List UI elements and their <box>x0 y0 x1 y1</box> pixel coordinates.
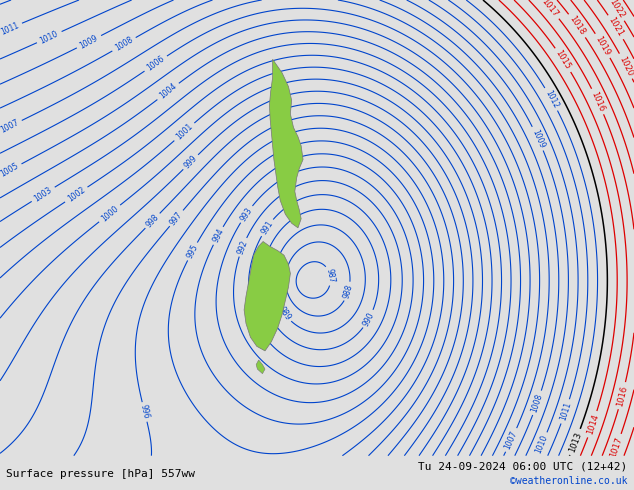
Text: 996: 996 <box>139 404 151 420</box>
Text: 1008: 1008 <box>530 392 545 414</box>
Text: 993: 993 <box>238 206 254 223</box>
Text: 1020: 1020 <box>618 54 634 77</box>
Text: 1007: 1007 <box>503 429 519 451</box>
Text: 988: 988 <box>342 283 354 299</box>
Text: 1011: 1011 <box>0 21 20 36</box>
Text: 1005: 1005 <box>0 162 20 179</box>
Text: 994: 994 <box>210 227 226 244</box>
Polygon shape <box>269 59 303 228</box>
Polygon shape <box>244 242 290 351</box>
Text: 997: 997 <box>168 210 184 227</box>
Text: Surface pressure [hPa] 557ww: Surface pressure [hPa] 557ww <box>6 469 195 479</box>
Text: 991: 991 <box>259 219 275 236</box>
Text: 1013: 1013 <box>567 431 583 453</box>
Text: 1004: 1004 <box>158 82 178 101</box>
Text: 1015: 1015 <box>554 49 573 72</box>
Text: 1017: 1017 <box>540 0 560 19</box>
Text: 1021: 1021 <box>607 16 625 39</box>
Text: 1003: 1003 <box>32 185 54 203</box>
Text: 1016: 1016 <box>590 90 606 113</box>
Text: 1008: 1008 <box>113 35 134 53</box>
Text: 1001: 1001 <box>174 122 195 142</box>
Text: 1007: 1007 <box>0 118 20 135</box>
Text: 989: 989 <box>276 305 292 322</box>
Text: ©weatheronline.co.uk: ©weatheronline.co.uk <box>510 476 628 486</box>
Text: 995: 995 <box>185 243 200 260</box>
Text: 990: 990 <box>361 311 376 327</box>
Text: 999: 999 <box>183 154 199 171</box>
Text: 1017: 1017 <box>609 436 624 459</box>
Text: 1009: 1009 <box>530 128 546 149</box>
Text: 1006: 1006 <box>145 54 166 73</box>
Text: 1019: 1019 <box>593 34 612 57</box>
Text: 1022: 1022 <box>607 0 626 20</box>
Text: 1014: 1014 <box>585 413 600 436</box>
Text: 1016: 1016 <box>615 384 629 407</box>
Text: 1000: 1000 <box>100 204 120 223</box>
Text: Tu 24-09-2024 06:00 UTC (12+42): Tu 24-09-2024 06:00 UTC (12+42) <box>418 462 628 471</box>
Text: 992: 992 <box>236 239 249 255</box>
Text: 1002: 1002 <box>66 185 87 204</box>
Text: 987: 987 <box>325 268 336 284</box>
Text: 1012: 1012 <box>543 89 560 110</box>
Text: 1010: 1010 <box>534 434 550 455</box>
Text: 1009: 1009 <box>79 33 100 50</box>
Text: 1010: 1010 <box>39 29 60 46</box>
Text: 1018: 1018 <box>567 14 587 37</box>
Text: 998: 998 <box>145 212 161 229</box>
Text: 1011: 1011 <box>558 401 573 422</box>
Polygon shape <box>256 360 265 374</box>
